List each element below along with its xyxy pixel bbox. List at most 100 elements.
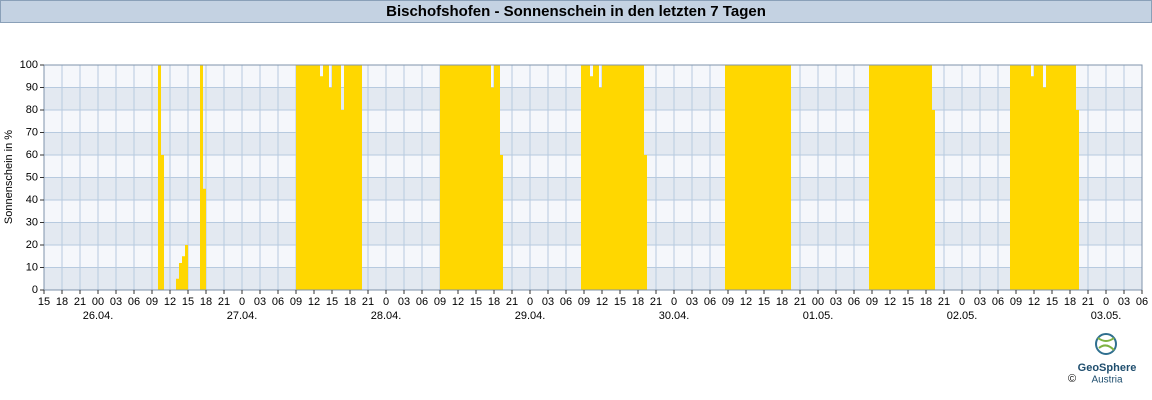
- logo: GeoSphere Austria ©: [1068, 333, 1136, 386]
- bar: [749, 65, 752, 290]
- bar: [308, 65, 311, 290]
- bar: [182, 256, 185, 290]
- x-tick-label: 0: [1103, 296, 1109, 308]
- bar: [908, 65, 911, 290]
- x-tick-label: 03: [542, 296, 554, 308]
- bar: [752, 65, 755, 290]
- bar: [872, 65, 875, 290]
- bar: [449, 65, 452, 290]
- x-day-label: 26.04.: [83, 310, 114, 322]
- bar: [767, 65, 770, 290]
- bar: [1049, 65, 1052, 290]
- bar: [779, 65, 782, 290]
- bar: [443, 65, 446, 290]
- bar: [932, 110, 935, 290]
- bar: [335, 65, 338, 290]
- x-tick-label: 18: [776, 296, 788, 308]
- x-tick-label: 12: [164, 296, 176, 308]
- bar: [926, 65, 929, 290]
- x-tick-label: 15: [1046, 296, 1058, 308]
- bar: [920, 65, 923, 290]
- bar: [635, 65, 638, 290]
- bar: [302, 65, 305, 290]
- bar: [476, 65, 479, 290]
- bar: [473, 65, 476, 290]
- bar: [1064, 65, 1067, 290]
- y-tick-label: 50: [26, 171, 38, 183]
- bar: [1016, 65, 1019, 290]
- bar: [740, 65, 743, 290]
- y-tick-label: 90: [26, 81, 38, 93]
- bar: [905, 65, 908, 290]
- x-tick-label: 18: [344, 296, 356, 308]
- bar: [773, 65, 776, 290]
- bar: [479, 65, 482, 290]
- x-tick-label: 09: [866, 296, 878, 308]
- bar: [1031, 76, 1034, 290]
- bar: [884, 65, 887, 290]
- x-tick-label: 00: [812, 296, 824, 308]
- bar: [896, 65, 899, 290]
- bar: [596, 65, 599, 290]
- x-tick-label: 18: [632, 296, 644, 308]
- bar: [899, 65, 902, 290]
- bar: [761, 65, 764, 290]
- bar: [494, 65, 497, 290]
- y-tick-label: 20: [26, 239, 38, 251]
- x-tick-label: 12: [740, 296, 752, 308]
- bar: [788, 65, 791, 290]
- bar: [320, 76, 323, 290]
- x-tick-label: 15: [902, 296, 914, 308]
- bar: [485, 65, 488, 290]
- bar: [629, 65, 632, 290]
- bar: [590, 76, 593, 290]
- bar: [440, 65, 443, 290]
- bar: [758, 65, 761, 290]
- bar: [785, 65, 788, 290]
- chart-title: Bischofshofen - Sonnenschein in den letz…: [386, 3, 766, 20]
- x-day-label: 01.05.: [803, 310, 834, 322]
- x-tick-label: 03: [398, 296, 410, 308]
- bar: [917, 65, 920, 290]
- x-day-label: 03.05.: [1091, 310, 1122, 322]
- x-day-label: 30.04.: [659, 310, 690, 322]
- bar: [1043, 87, 1046, 290]
- logo-sub: Austria: [1091, 375, 1123, 386]
- bar: [734, 65, 737, 290]
- bar: [1058, 65, 1061, 290]
- bar: [623, 65, 626, 290]
- bar: [1022, 65, 1025, 290]
- x-tick-label: 18: [56, 296, 68, 308]
- bar: [746, 65, 749, 290]
- bar: [314, 65, 317, 290]
- bar: [929, 65, 932, 290]
- bar: [605, 65, 608, 290]
- bar: [611, 65, 614, 290]
- bar: [890, 65, 893, 290]
- bar: [161, 155, 164, 290]
- x-tick-label: 0: [959, 296, 965, 308]
- x-tick-label: 03: [974, 296, 986, 308]
- bar: [737, 65, 740, 290]
- bar: [1034, 65, 1037, 290]
- bar: [902, 65, 905, 290]
- bar: [1010, 65, 1013, 290]
- x-tick-label: 12: [884, 296, 896, 308]
- bar: [350, 65, 353, 290]
- x-tick-label: 18: [920, 296, 932, 308]
- bar: [1046, 65, 1049, 290]
- bar: [614, 65, 617, 290]
- bar: [326, 65, 329, 290]
- x-tick-label: 06: [704, 296, 716, 308]
- bar: [743, 65, 746, 290]
- bar: [782, 65, 785, 290]
- x-tick-label: 06: [416, 296, 428, 308]
- bar: [482, 65, 485, 290]
- bar: [185, 245, 188, 290]
- bar: [728, 65, 731, 290]
- x-tick-label: 06: [128, 296, 140, 308]
- bar: [914, 65, 917, 290]
- bar: [1067, 65, 1070, 290]
- x-tick-label: 15: [326, 296, 338, 308]
